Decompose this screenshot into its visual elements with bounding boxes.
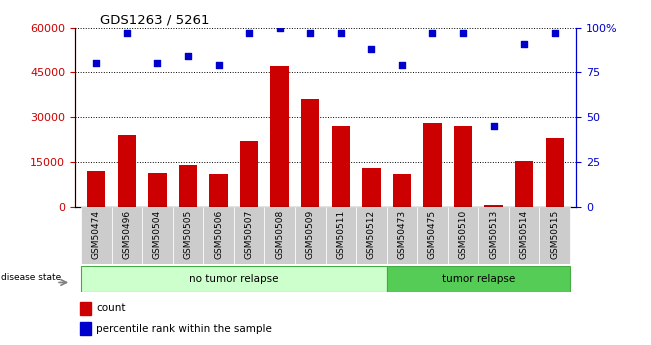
Text: GSM50510: GSM50510 bbox=[458, 210, 467, 259]
Bar bbox=[362, 168, 381, 207]
Text: GSM50507: GSM50507 bbox=[245, 210, 254, 259]
Text: percentile rank within the sample: percentile rank within the sample bbox=[96, 324, 272, 334]
Bar bbox=[301, 99, 320, 207]
Point bbox=[366, 46, 376, 52]
Bar bbox=[118, 135, 136, 207]
Bar bbox=[331, 126, 350, 207]
Bar bbox=[295, 207, 326, 264]
Point bbox=[275, 25, 285, 30]
Text: GSM50505: GSM50505 bbox=[184, 210, 193, 259]
Bar bbox=[87, 171, 105, 207]
Point bbox=[488, 124, 499, 129]
Point bbox=[549, 30, 560, 36]
Bar bbox=[240, 141, 258, 207]
Bar bbox=[111, 207, 142, 264]
Bar bbox=[484, 205, 503, 207]
Text: GSM50504: GSM50504 bbox=[153, 210, 162, 259]
Text: GSM50496: GSM50496 bbox=[122, 210, 132, 259]
Bar bbox=[387, 207, 417, 264]
Text: GDS1263 / 5261: GDS1263 / 5261 bbox=[100, 13, 210, 27]
Text: GSM50512: GSM50512 bbox=[367, 210, 376, 259]
Bar bbox=[393, 174, 411, 207]
Bar bbox=[142, 207, 173, 264]
Bar bbox=[448, 207, 478, 264]
Text: no tumor relapse: no tumor relapse bbox=[189, 274, 279, 284]
Text: GSM50514: GSM50514 bbox=[519, 210, 529, 259]
Bar bbox=[540, 207, 570, 264]
Bar bbox=[264, 207, 295, 264]
Bar bbox=[326, 207, 356, 264]
Point bbox=[305, 30, 316, 36]
Point bbox=[214, 62, 224, 68]
Text: count: count bbox=[96, 303, 126, 313]
Bar bbox=[387, 266, 570, 292]
Bar bbox=[509, 207, 540, 264]
Point bbox=[183, 53, 193, 59]
Bar bbox=[173, 207, 203, 264]
Bar bbox=[80, 302, 91, 315]
Bar bbox=[81, 266, 387, 292]
Point bbox=[152, 61, 163, 66]
Text: GSM50474: GSM50474 bbox=[92, 210, 101, 259]
Bar bbox=[515, 161, 533, 207]
Bar bbox=[454, 126, 472, 207]
Text: GSM50515: GSM50515 bbox=[550, 210, 559, 259]
Bar bbox=[270, 67, 289, 207]
Bar bbox=[203, 207, 234, 264]
Point bbox=[122, 30, 132, 36]
Bar bbox=[417, 207, 448, 264]
Bar bbox=[546, 138, 564, 207]
Text: GSM50508: GSM50508 bbox=[275, 210, 284, 259]
Bar bbox=[210, 174, 228, 207]
Text: GSM50506: GSM50506 bbox=[214, 210, 223, 259]
Point bbox=[519, 41, 529, 47]
Bar bbox=[356, 207, 387, 264]
Point bbox=[458, 30, 468, 36]
Bar bbox=[80, 322, 91, 335]
Text: GSM50509: GSM50509 bbox=[306, 210, 314, 259]
Point bbox=[335, 30, 346, 36]
Text: GSM50513: GSM50513 bbox=[489, 210, 498, 259]
Bar bbox=[423, 123, 441, 207]
Text: GSM50473: GSM50473 bbox=[397, 210, 406, 259]
Bar bbox=[148, 172, 167, 207]
Text: tumor relapse: tumor relapse bbox=[441, 274, 515, 284]
Point bbox=[91, 61, 102, 66]
Bar bbox=[234, 207, 264, 264]
Bar bbox=[179, 165, 197, 207]
Text: GSM50475: GSM50475 bbox=[428, 210, 437, 259]
Point bbox=[244, 30, 255, 36]
Text: disease state: disease state bbox=[1, 273, 62, 282]
Point bbox=[427, 30, 437, 36]
Point bbox=[396, 62, 407, 68]
Text: GSM50511: GSM50511 bbox=[337, 210, 345, 259]
Bar bbox=[81, 207, 111, 264]
Bar bbox=[478, 207, 509, 264]
